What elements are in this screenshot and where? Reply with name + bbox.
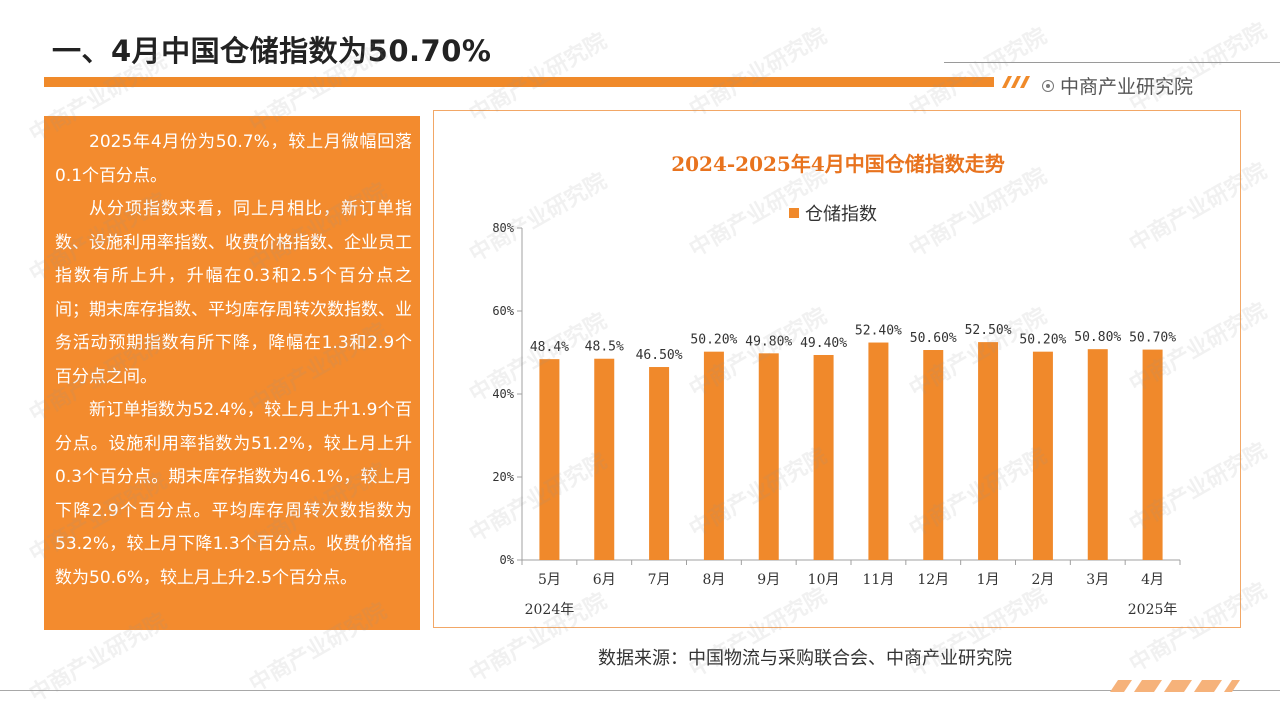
bar [813,354,834,560]
y-tick-label: 40% [492,387,514,401]
bar [539,359,560,560]
data-label: 46.50% [636,348,683,363]
x-tick-label: 10月 [808,572,840,588]
legend-swatch [789,208,799,218]
summary-paragraph: 新订单指数为52.4%，较上月上升1.9个百分点。设施利用率指数为51.2%，较… [55,400,412,588]
y-tick-label: 0% [500,553,515,567]
footer-stripes-decoration [1110,680,1240,692]
data-label: 50.20% [1019,333,1066,348]
page-title: 一、4月中国仓储指数为50.70% [52,34,492,68]
summary-paragraph: 2025年4月份为50.7%，较上月微幅回落0.1个百分点。 [55,132,412,186]
bar [978,342,999,560]
brand-name: 中商产业研究院 [1060,76,1194,98]
x-tick-label: 1月 [977,572,1000,588]
x-tick-label: 7月 [648,572,671,588]
year-label-start: 2024年 [525,602,575,618]
data-label: 52.50% [965,323,1012,338]
brand-dot-icon [1042,79,1054,92]
bar [594,358,615,560]
data-label: 49.80% [745,334,792,349]
y-tick-label: 80% [492,221,514,235]
x-tick-label: 3月 [1086,572,1109,588]
brand-logo: 中商产业研究院 [1042,72,1193,99]
watermark: 中商产业研究院 [905,23,1052,123]
data-label: 50.60% [910,331,957,346]
bar-chart: 0% 20% 40% 60% 80% 48.4% 5月 48.5% 6月 46.50% 7月 50.2… [492,221,1181,618]
x-tick-label: 2月 [1031,572,1054,588]
footer-divider-line [0,690,1280,691]
bar [758,353,779,560]
title-underline-bar [44,77,994,87]
data-label: 50.70% [1129,331,1176,346]
chart-legend: 仓储指数 [789,200,877,226]
data-label: 52.40% [855,324,902,339]
y-tick-label: 60% [492,304,514,318]
data-label: 48.5% [585,340,624,355]
summary-paragraph: 从分项指数来看，同上月相比，新订单指数、设施利用率指数、收费价格指数、企业员工指… [55,199,412,387]
chart-frame: 2024-2025年4月中国仓储指数走势 仓储指数 0% 20% 40% 60% 80%… [433,110,1241,628]
data-label: 50.20% [690,333,737,348]
legend-label: 仓储指数 [805,204,877,225]
watermark: 中商产业研究院 [1125,18,1272,118]
x-tick-label: 6月 [593,572,616,588]
year-label-end: 2025年 [1128,602,1178,618]
data-label: 50.80% [1074,330,1121,345]
x-tick-label: 5月 [538,572,561,588]
data-label: 48.4% [530,340,569,355]
header-divider-line [944,62,1280,63]
title-stripes-decoration [1002,76,1030,88]
x-tick-label: 4月 [1141,572,1164,588]
bar [1087,349,1108,560]
x-tick-label: 11月 [863,572,895,588]
bar [649,367,670,560]
x-tick-label: 8月 [702,572,725,588]
bar [1142,349,1163,560]
bar [923,350,944,560]
summary-text-panel: 2025年4月份为50.7%，较上月微幅回落0.1个百分点。 从分项指数来看，同… [44,116,420,630]
x-tick-label: 9月 [757,572,780,588]
bar [1032,351,1053,560]
data-label: 49.40% [800,336,847,351]
watermark: 中商产业研究院 [685,23,832,123]
x-tick-label: 12月 [917,572,949,588]
chart-title: 2024-2025年4月中国仓储指数走势 [671,152,1005,176]
y-tick-label: 20% [492,470,514,484]
bar [868,342,889,560]
bar [703,351,724,560]
data-source: 数据来源：中国物流与采购联合会、中商产业研究院 [598,648,1012,669]
